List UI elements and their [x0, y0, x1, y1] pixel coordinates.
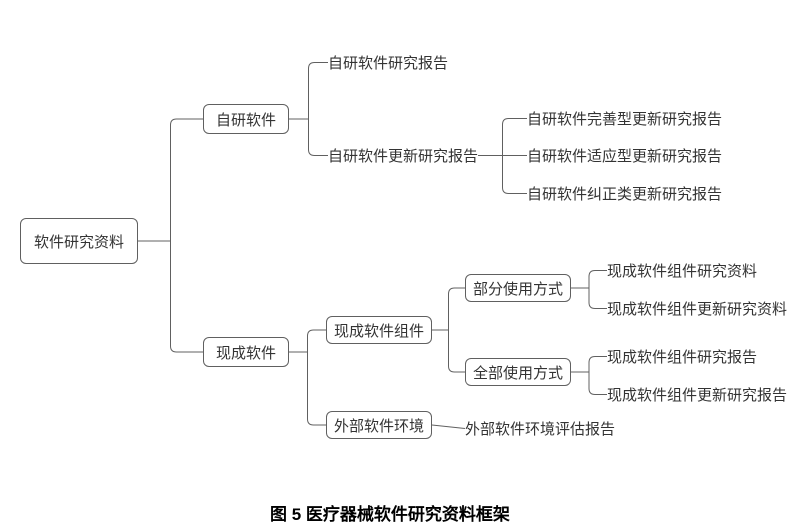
node-external-env: 外部软件环境	[326, 411, 432, 439]
leaf-n1b: 自研软件更新研究报告	[328, 145, 478, 166]
node-partial-use: 部分使用方式	[465, 274, 571, 302]
leaf-n1b1: 自研软件完善型更新研究报告	[527, 108, 722, 129]
leaf-n2a2b: 现成软件组件更新研究报告	[607, 384, 787, 405]
node-full-use: 全部使用方式	[465, 358, 571, 386]
leaf-n1b2: 自研软件适应型更新研究报告	[527, 145, 722, 166]
node-self-dev: 自研软件	[203, 104, 289, 134]
leaf-n2a2a: 现成软件组件研究报告	[607, 346, 757, 367]
leaf-n1b3: 自研软件纠正类更新研究报告	[527, 183, 722, 204]
tree-diagram: 软件研究资料 自研软件 现成软件 现成软件组件 外部软件环境 部分使用方式 全部…	[0, 0, 797, 531]
leaf-n2a1a: 现成软件组件研究资料	[607, 260, 757, 281]
leaf-n2a1b: 现成软件组件更新研究资料	[607, 298, 787, 319]
node-root: 软件研究资料	[20, 218, 138, 264]
figure-caption: 图 5 医疗器械软件研究资料框架	[270, 500, 510, 525]
leaf-n2ba: 外部软件环境评估报告	[465, 418, 615, 439]
leaf-n1a: 自研软件研究报告	[328, 52, 448, 73]
node-off-shelf: 现成软件	[203, 337, 289, 367]
node-component: 现成软件组件	[326, 316, 432, 344]
